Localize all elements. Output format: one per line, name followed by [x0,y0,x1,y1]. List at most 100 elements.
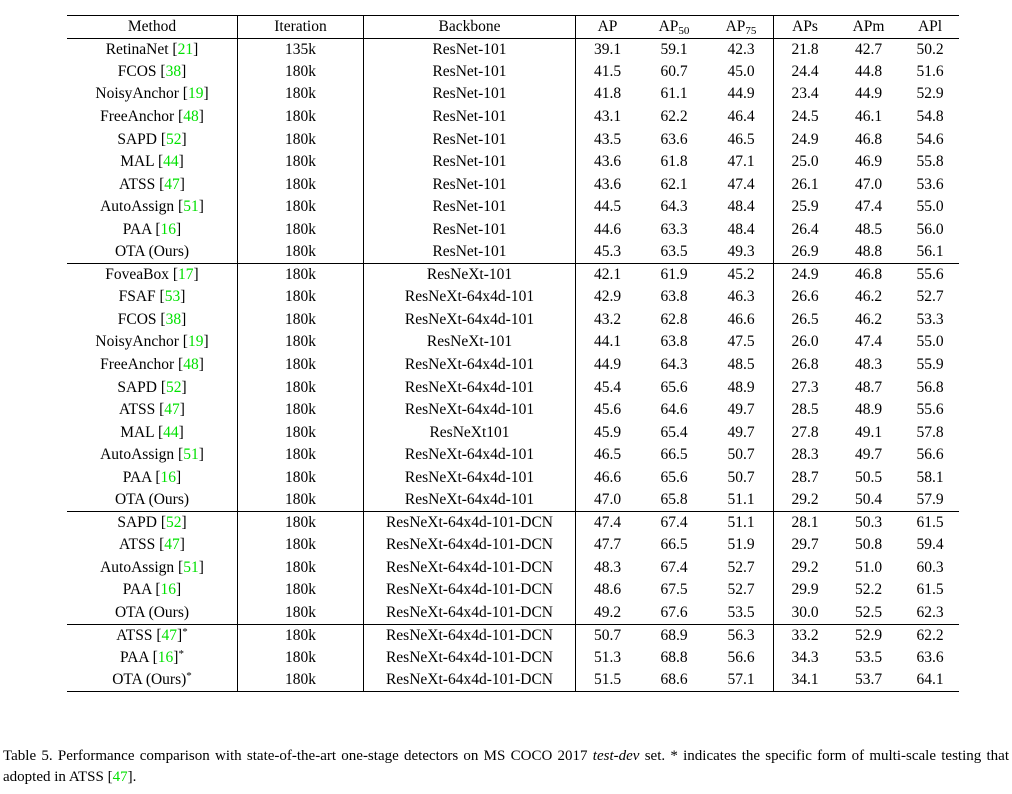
citation-link[interactable]: 48 [183,355,199,373]
citation-link[interactable]: 51 [183,446,199,464]
citation-link[interactable]: 38 [165,62,182,80]
metric-cell: 48.7 [854,378,883,396]
metric-cell: 47.4 [854,198,883,216]
table-row: NoisyAnchor [19] 180k ResNet-101 41.8 61.1 44… [67,83,959,106]
metric-cell: 63.8 [660,333,688,351]
backbone-cell: ResNet-101 [363,105,576,129]
backbone-cell: ResNeXt-64x4d-101-DCN [363,511,576,535]
table-row: FreeAnchor [48] 180k ResNet-101 43.1 62.2 46.… [67,105,959,129]
metric-cell: 29.9 [791,581,819,599]
method-cell: ATSS [47] [67,534,238,557]
metric-cell: 58.1 [916,468,944,486]
caption-citation-link[interactable]: 47 [112,769,128,785]
metric-cell: 52.7 [709,579,774,602]
backbone-cell: ResNet-101 [363,218,576,241]
citation-link[interactable]: 21 [177,40,194,58]
method-cell: OTA (Ours)* [67,669,238,692]
citation-link[interactable]: 48 [183,107,199,125]
table-group: SAPD [52] 180k ResNeXt-64x4d-101-DCN 47.4 67… [67,511,959,625]
iteration-cell: 180k [237,466,364,489]
citation-link[interactable]: 51 [183,558,199,576]
metric-cell: 53.5 [854,649,883,667]
metric-cell: 56.6 [916,446,944,464]
method-cell: MAL [44] [67,150,238,174]
metric-cell: 29.2 [791,491,819,508]
table-row: PAA [16]* 180k ResNeXt-64x4d-101-DCN 51.3 68… [67,646,959,670]
metric-cell: 59.4 [916,536,944,554]
metric-cell: 52.2 [854,581,883,599]
method-cell: AutoAssign [51] [67,443,238,467]
caption-text: ]. [127,769,137,785]
metric-cell: 56.0 [916,220,944,238]
metric-cell: 64.1 [916,671,944,689]
iteration-cell: 180k [237,443,364,467]
method-cell: FreeAnchor [48] [67,353,238,377]
backbone-cell: ResNet-101 [363,128,576,151]
metric-cell: 67.4 [660,514,688,532]
citation-link[interactable]: 16 [157,649,174,667]
method-cell: ATSS [47] [67,398,238,422]
metric-cell: 63.6 [916,649,944,667]
metric-cell: 44.9 [593,355,622,373]
metric-cell: 59.1 [660,40,688,58]
citation-link[interactable]: 47 [164,536,180,554]
metric-cell: 61.8 [660,153,688,171]
metric-cell: 21.8 [791,40,819,58]
metric-cell: 50.2 [916,40,944,58]
table-row: PAA [16] 180k ResNeXt-64x4d-101-DCN 48.6 67.… [67,579,959,602]
citation-link[interactable]: 38 [165,310,182,328]
metric-cell: 51.3 [593,649,622,667]
metric-cell: 27.3 [791,378,819,396]
metric-cell: 63.5 [660,242,688,260]
backbone-cell: ResNeXt-64x4d-101 [363,376,576,399]
citation-link[interactable]: 53 [164,288,181,306]
metric-cell: 64.6 [660,401,688,419]
citation-link[interactable]: 16 [160,581,177,599]
metric-cell: 48.8 [854,242,883,260]
citation-link[interactable]: 47 [161,626,178,644]
metric-cell: 60.3 [916,558,944,576]
citation-link[interactable]: 16 [160,468,177,486]
metric-cell: 48.5 [854,220,883,238]
citation-link[interactable]: 17 [178,266,194,284]
table-group: RetinaNet [21] 135k ResNet-101 39.1 59.1 42.3… [67,38,959,264]
metric-cell: 63.3 [660,220,688,238]
table-row: AutoAssign [51] 180k ResNeXt-64x4d-101 46.5… [67,443,959,467]
citation-link[interactable]: 44 [163,153,179,171]
method-cell: ATSS [47] [67,173,238,196]
citation-link[interactable]: 19 [187,85,204,103]
method-cell: PAA [16] [67,579,238,602]
backbone-cell: ResNeXt-64x4d-101-DCN [363,669,576,692]
metric-cell: 49.7 [709,421,774,444]
metric-cell: 48.9 [854,401,883,419]
table-row: MAL [44] 180k ResNeXt101 45.9 65.4 49.7 27.8 49… [67,421,959,444]
metric-cell: 52.7 [709,556,774,580]
metric-cell: 45.2 [709,263,774,287]
citation-link[interactable]: 47 [164,401,180,419]
metric-cell: 51.9 [709,534,774,557]
metric-cell: 53.6 [916,175,944,193]
citation-link[interactable]: 16 [160,220,177,238]
metric-cell: 48.5 [709,353,774,377]
citation-link[interactable]: 52 [166,378,182,396]
metric-cell: 68.8 [660,649,688,667]
citation-link[interactable]: 47 [164,175,180,193]
method-cell: OTA (Ours) [67,488,238,512]
citation-link[interactable]: 44 [163,423,179,441]
metric-cell: 48.4 [709,195,774,219]
citation-link[interactable]: 52 [166,130,182,148]
metric-cell: 66.5 [660,446,688,464]
metric-cell: 48.3 [854,355,883,373]
metric-cell: 66.5 [660,536,688,554]
metric-cell: 42.3 [709,38,774,61]
citation-link[interactable]: 19 [187,333,204,351]
metric-cell: 61.5 [916,581,944,599]
iteration-cell: 180k [237,376,364,399]
metric-cell: 47.4 [709,173,774,196]
header-subscript: 50 [678,24,690,37]
iteration-cell: 180k [237,173,364,196]
backbone-cell: ResNeXt-64x4d-101-DCN [363,646,576,670]
metric-cell: 45.9 [593,423,622,441]
citation-link[interactable]: 51 [183,198,199,216]
citation-link[interactable]: 52 [166,514,182,532]
